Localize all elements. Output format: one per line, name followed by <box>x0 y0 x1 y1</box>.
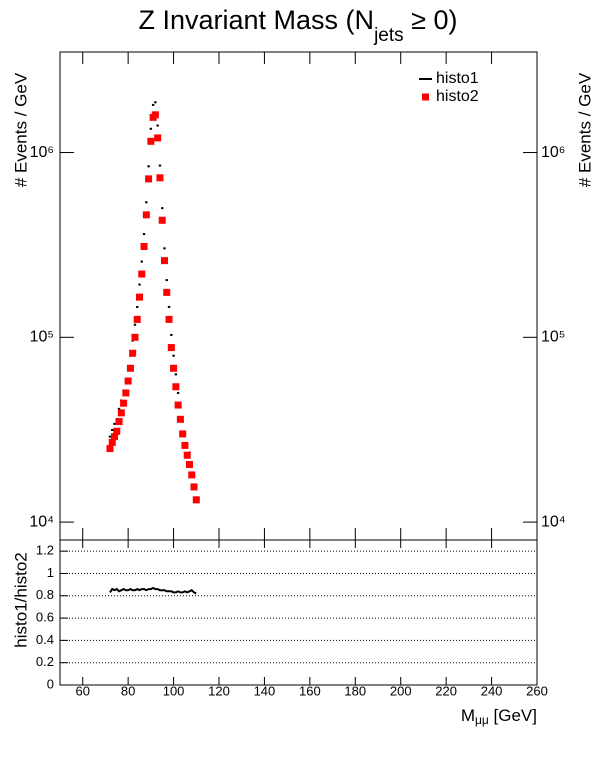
marker-square <box>188 471 196 479</box>
y-tick-label-right: 10⁵ <box>541 329 565 346</box>
title-subscript: jets <box>373 25 404 46</box>
ratio-y-tick-label: 0.4 <box>36 632 54 647</box>
ratio-y-tick-label: 0.2 <box>36 654 54 669</box>
ratio-y-tick-label: 0.8 <box>36 587 54 602</box>
marker-square <box>113 427 121 435</box>
marker-square <box>122 389 130 397</box>
x-tick-label: 60 <box>75 683 89 698</box>
ratio-frame <box>59 539 538 686</box>
legend-label: histo2 <box>436 88 479 105</box>
y-axis-label: # Events / GeV <box>11 72 30 187</box>
marker-square <box>154 134 162 142</box>
x-label-end: [GeV] <box>489 706 537 725</box>
x-tick-label: 200 <box>390 683 412 698</box>
legend-label: histo1 <box>436 70 479 87</box>
marker-square <box>142 211 150 219</box>
marker-square <box>172 383 180 391</box>
x-tick-label: 260 <box>526 683 548 698</box>
marker-square <box>190 483 198 491</box>
marker-square <box>192 496 200 504</box>
marker-square <box>156 174 164 182</box>
x-label-subscript: μμ <box>475 713 489 727</box>
y-tick-label: 10⁵ <box>30 329 54 346</box>
marker-square <box>167 344 175 352</box>
legend-box <box>415 66 505 108</box>
marker-square <box>124 377 132 385</box>
y-tick-label-right: 10⁴ <box>541 513 566 530</box>
y-axis-label-right: # Events / GeV <box>575 72 594 187</box>
ratio-line <box>109 586 197 595</box>
marker-square <box>158 216 166 224</box>
marker-square <box>138 270 146 278</box>
ratio-y-tick-label: 0.6 <box>36 610 54 625</box>
x-tick-label: 240 <box>481 683 503 698</box>
marker-square <box>185 460 193 468</box>
y-tick-label-right: 10⁶ <box>541 144 565 161</box>
marker-square <box>165 315 173 323</box>
marker-square <box>120 399 128 407</box>
legend-swatch <box>422 93 429 101</box>
marker-square <box>163 288 171 296</box>
y-tick-label: 10⁶ <box>30 144 54 161</box>
x-label-main: M <box>461 706 475 725</box>
marker-square <box>176 415 184 423</box>
marker-square <box>145 175 153 183</box>
marker-square <box>131 333 139 341</box>
ratio-y-tick-label: 1.2 <box>36 543 54 558</box>
marker-square <box>108 438 116 446</box>
x-tick-label: 140 <box>254 683 276 698</box>
x-tick-label: 100 <box>163 683 185 698</box>
marker-square <box>133 315 141 323</box>
marker-square <box>151 111 159 119</box>
marker-square <box>111 433 119 441</box>
x-tick-label: 120 <box>208 683 230 698</box>
ratio-y-tick-label: 0 <box>47 676 54 691</box>
ratio-y-axis-label: histo1/histo2 <box>11 552 30 647</box>
x-axis-label: Mμμ [GeV] <box>461 706 537 727</box>
marker-square <box>140 243 148 251</box>
ratio-y-tick-label: 1 <box>47 565 54 580</box>
marker-square <box>126 364 134 372</box>
marker-square <box>136 293 143 301</box>
x-tick-label: 80 <box>121 683 135 698</box>
marker-square <box>129 349 137 357</box>
marker-square <box>181 441 189 449</box>
y-tick-label: 10⁴ <box>29 513 54 530</box>
marker-square <box>160 257 168 265</box>
marker-square <box>174 401 182 409</box>
x-tick-label: 160 <box>299 683 321 698</box>
marker-square <box>106 445 114 453</box>
marker-square <box>115 418 123 426</box>
marker-square <box>117 409 125 417</box>
chart-title: Z Invariant Mass (Njets ≥ 0) <box>139 5 458 46</box>
marker-square <box>147 137 155 145</box>
marker-square <box>183 451 191 459</box>
title-end: ≥ 0) <box>404 5 458 35</box>
x-tick-label: 180 <box>344 683 366 698</box>
x-tick-label: 220 <box>435 683 457 698</box>
title-main: Z Invariant Mass (N <box>139 5 375 35</box>
marker-square <box>170 364 178 372</box>
marker-square <box>179 430 187 438</box>
